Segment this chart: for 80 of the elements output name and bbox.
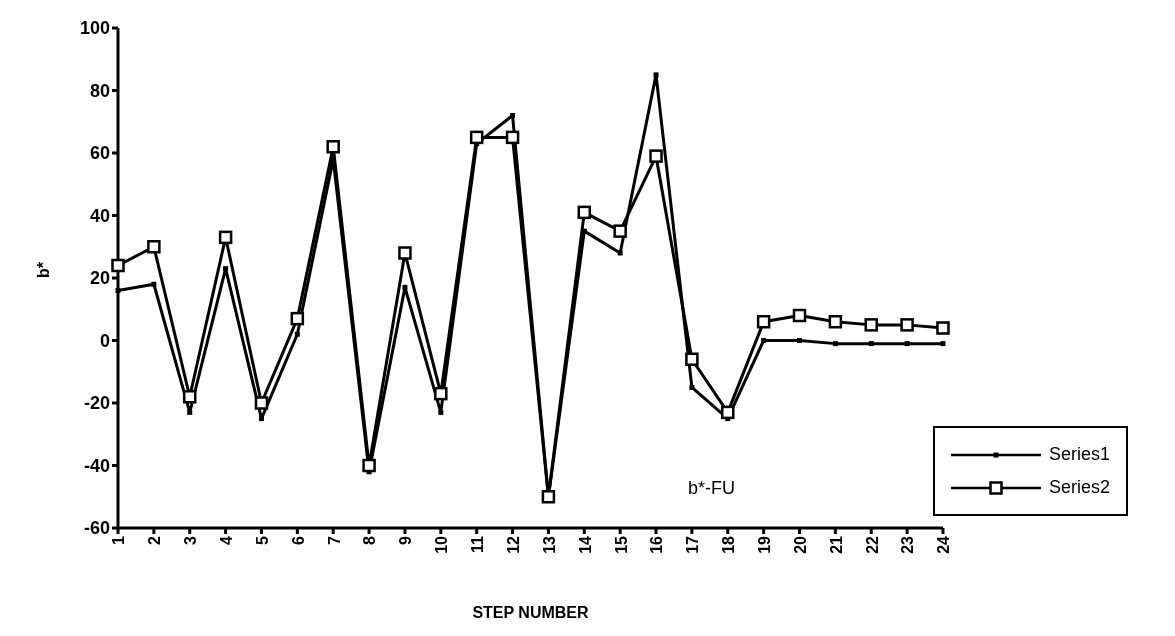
point — [900, 318, 914, 332]
x-tick-label: 23 — [899, 535, 917, 554]
y-tick-label: 100 — [79, 18, 110, 39]
y-tick-label: 60 — [89, 143, 110, 164]
point — [940, 341, 946, 347]
point — [613, 224, 627, 238]
point — [187, 409, 193, 415]
x-tick-label: 9 — [397, 535, 415, 545]
point — [330, 156, 336, 162]
y-tick-label: 80 — [89, 80, 110, 101]
x-tick-label: 15 — [612, 535, 630, 554]
x-tick-label: 17 — [684, 535, 702, 554]
point — [223, 266, 229, 272]
point — [505, 130, 520, 145]
point — [792, 308, 807, 323]
y-tick-label: -60 — [83, 518, 110, 539]
point — [510, 113, 516, 118]
point — [864, 318, 878, 332]
x-tick-label: 7 — [325, 535, 343, 545]
x-tick-label: 16 — [648, 535, 666, 554]
point — [111, 258, 125, 273]
point — [469, 130, 484, 145]
y-tick-label: 40 — [89, 205, 110, 226]
point — [689, 384, 695, 390]
x-tick-label: 11 — [469, 535, 487, 553]
point — [828, 315, 843, 329]
x-axis-title: STEP NUMBER — [472, 604, 590, 621]
x-tick-label: 6 — [289, 535, 307, 545]
x-tick-label: 21 — [827, 535, 845, 554]
point — [761, 338, 767, 343]
point — [649, 149, 663, 163]
point — [294, 331, 300, 337]
x-tick-label: 8 — [361, 535, 379, 545]
point — [290, 311, 305, 326]
point — [685, 352, 699, 366]
x-tick-label: 10 — [433, 535, 451, 554]
x-tick-label: 20 — [791, 535, 809, 554]
x-tick-label: 12 — [504, 535, 522, 554]
point — [254, 396, 269, 410]
y-axis-title: b* — [34, 261, 52, 278]
point — [936, 321, 950, 335]
point — [577, 205, 592, 220]
x-tick-label: 3 — [182, 535, 200, 545]
x-tick-label: 1 — [110, 535, 128, 545]
y-tick-label: -20 — [83, 393, 110, 414]
y-tick-label: -40 — [83, 455, 110, 476]
point — [326, 140, 340, 154]
point — [721, 405, 735, 420]
point — [868, 341, 874, 347]
legend-label: Series1 — [1048, 444, 1110, 465]
point — [402, 284, 408, 290]
x-tick-label: 24 — [935, 535, 953, 554]
x-tick-label: 2 — [146, 535, 164, 545]
x-tick-label: 18 — [720, 535, 738, 554]
y-tick-label: 0 — [99, 330, 110, 351]
point — [218, 230, 233, 245]
x-tick-label: 14 — [576, 535, 594, 554]
point — [362, 458, 376, 473]
point — [904, 341, 910, 347]
y-tick-label: 20 — [89, 268, 110, 289]
point — [617, 250, 623, 256]
x-tick-label: 22 — [863, 535, 881, 554]
x-tick-label: 5 — [253, 535, 271, 545]
x-tick-label: 4 — [217, 535, 235, 545]
point — [115, 288, 121, 293]
x-tick-label: 13 — [540, 535, 558, 554]
annotation: b*-FU — [688, 478, 736, 499]
point — [147, 240, 161, 254]
x-tick-label: 19 — [755, 535, 773, 554]
legend-label: Series2 — [1048, 477, 1110, 498]
point — [182, 390, 197, 404]
point — [653, 72, 659, 78]
point — [151, 281, 157, 287]
point — [258, 416, 264, 422]
point — [398, 246, 412, 260]
point — [756, 315, 771, 329]
point — [832, 341, 838, 347]
point — [438, 409, 444, 415]
point — [797, 338, 802, 343]
point — [434, 386, 448, 401]
